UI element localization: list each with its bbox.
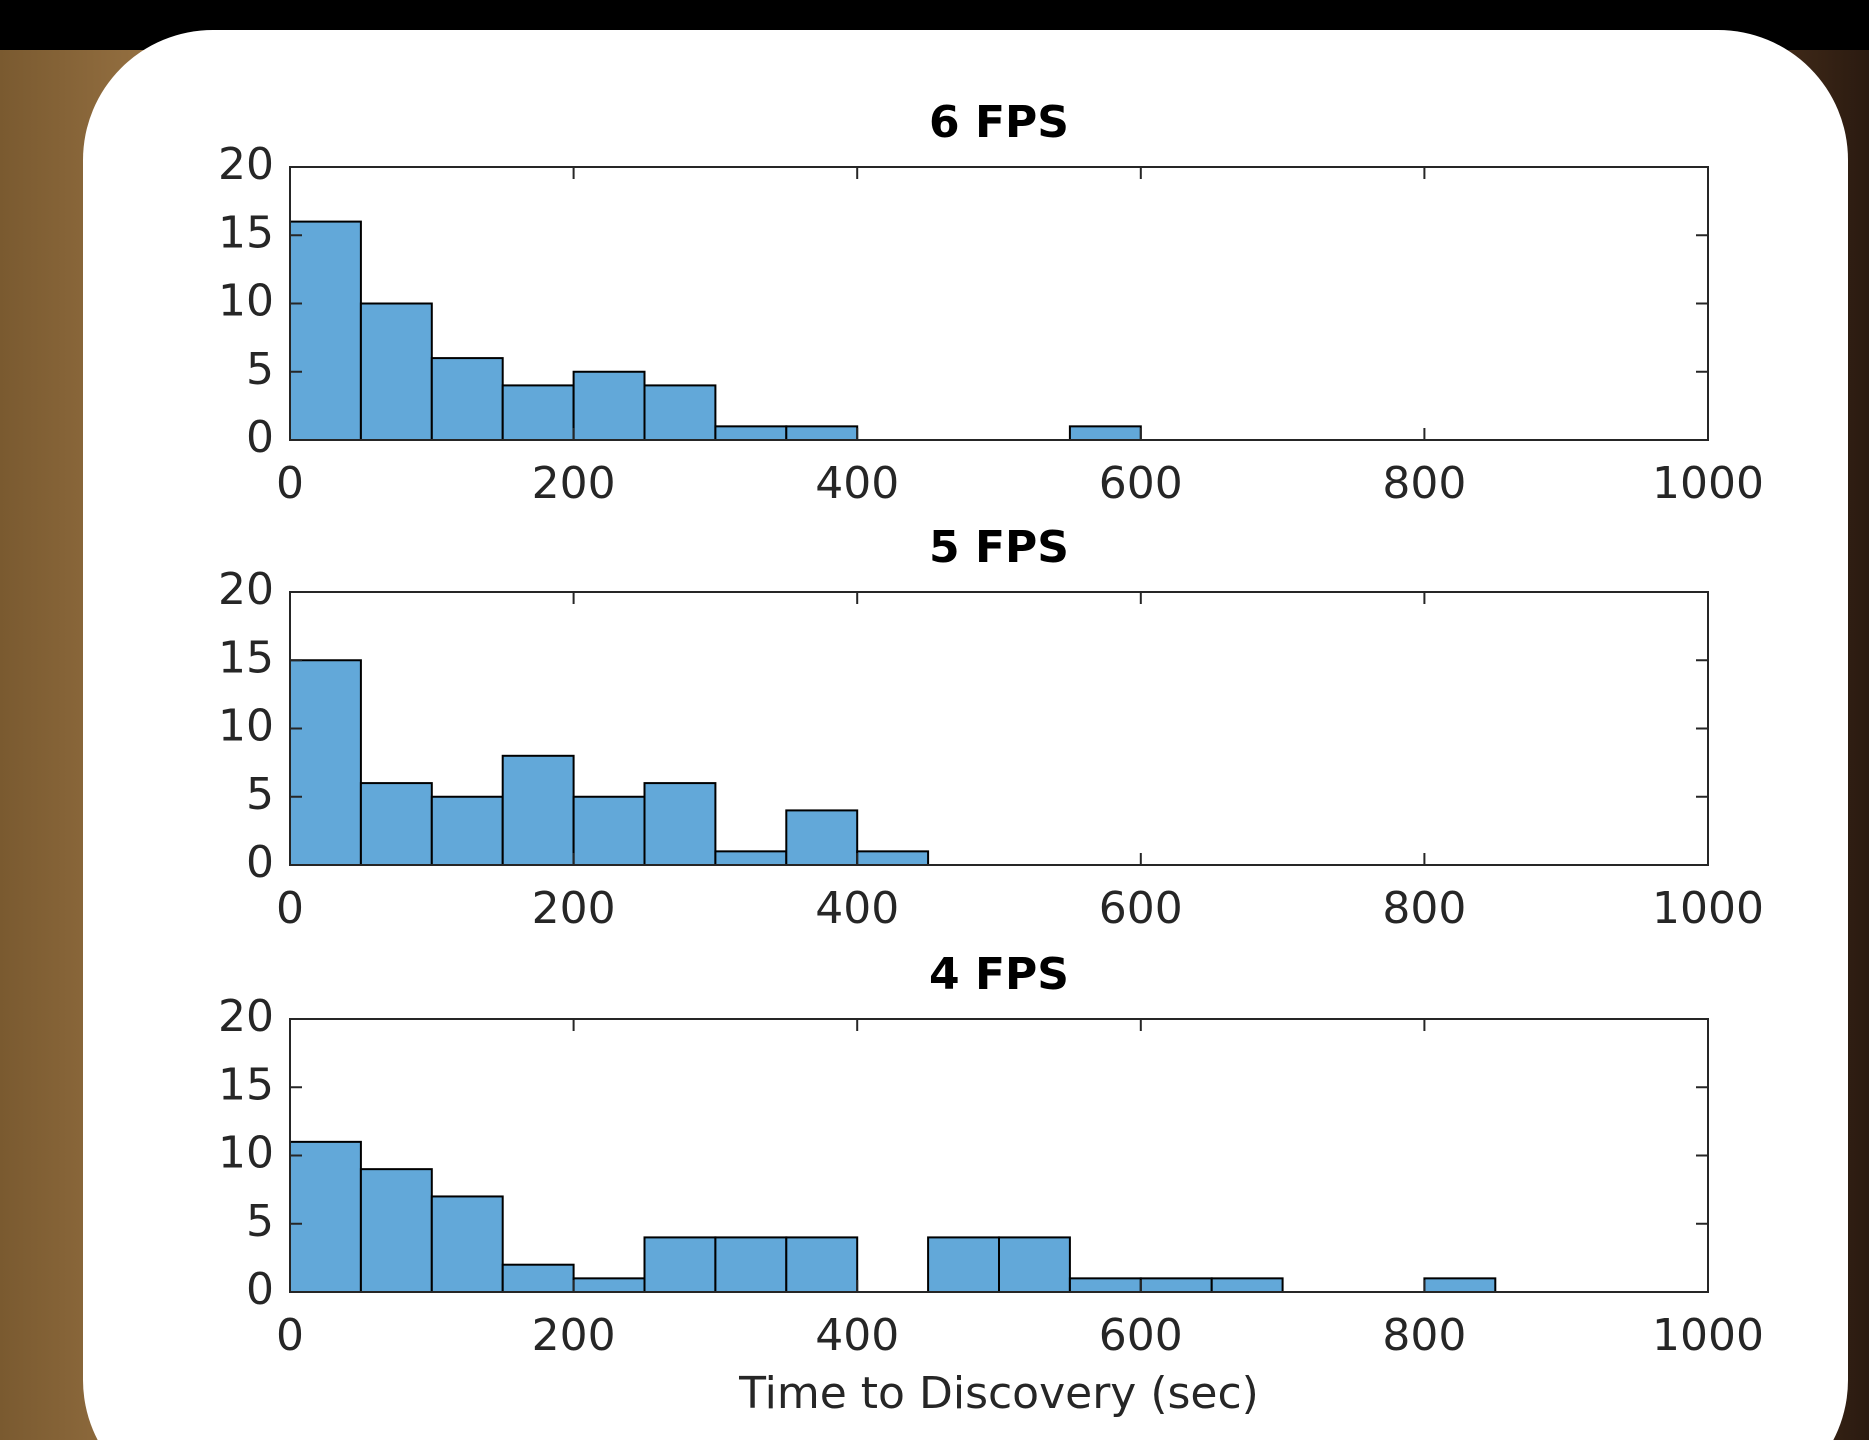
- bar: [927, 1236, 1000, 1294]
- y-tick-label: 10: [218, 701, 274, 752]
- bar: [501, 1263, 575, 1293]
- bar: [785, 1236, 859, 1294]
- y-tick-label: 10: [218, 1128, 274, 1179]
- x-tick-label: 200: [532, 883, 616, 934]
- y-tick-label: 5: [246, 1196, 274, 1247]
- y-tick-label: 15: [218, 632, 274, 683]
- bar: [1068, 425, 1142, 442]
- bar: [1139, 1277, 1213, 1293]
- bar: [430, 357, 504, 442]
- bar: [359, 782, 433, 866]
- bar: [359, 302, 433, 441]
- x-tick-label: 400: [815, 458, 899, 509]
- bar: [1068, 1277, 1142, 1293]
- bar: [289, 220, 362, 441]
- bar: [359, 1168, 433, 1294]
- x-tick-label: 0: [276, 458, 304, 509]
- x-tick-label: 600: [1099, 1310, 1183, 1361]
- bar: [856, 850, 930, 866]
- y-tick-label: 0: [246, 1264, 274, 1315]
- x-tick-label: 600: [1099, 883, 1183, 934]
- x-tick-label: 600: [1099, 458, 1183, 509]
- y-tick-label: 20: [218, 139, 274, 190]
- bar: [998, 1236, 1071, 1294]
- chart-title: 6 FPS: [929, 97, 1069, 148]
- bar: [430, 1195, 504, 1293]
- y-tick-label: 20: [218, 991, 274, 1042]
- y-tick-label: 5: [246, 344, 274, 395]
- x-tick-label: 1000: [1652, 1310, 1764, 1361]
- y-tick-label: 15: [218, 1059, 274, 1110]
- bar: [714, 850, 788, 866]
- bar: [643, 782, 717, 866]
- y-tick-label: 0: [246, 412, 274, 463]
- bar: [501, 754, 575, 866]
- bar: [714, 425, 788, 442]
- x-tick-label: 0: [276, 883, 304, 934]
- x-tick-label: 1000: [1652, 883, 1764, 934]
- bar: [714, 1236, 788, 1294]
- bar: [572, 370, 646, 441]
- y-tick-label: 20: [218, 564, 274, 615]
- x-tick-label: 800: [1382, 883, 1466, 934]
- y-tick-label: 5: [246, 769, 274, 820]
- bar: [643, 1236, 717, 1294]
- bar: [289, 659, 362, 866]
- x-tick-label: 200: [532, 1310, 616, 1361]
- bar: [643, 384, 717, 441]
- x-tick-label: 400: [815, 883, 899, 934]
- bar: [1210, 1277, 1284, 1293]
- bar: [501, 384, 575, 441]
- bar: [785, 809, 859, 867]
- bar: [572, 795, 646, 866]
- x-tick-label: 800: [1382, 458, 1466, 509]
- bar: [289, 1140, 362, 1293]
- chart-title: 5 FPS: [929, 522, 1069, 573]
- x-tick-label: 200: [532, 458, 616, 509]
- bar: [785, 425, 859, 442]
- x-tick-label: 400: [815, 1310, 899, 1361]
- x-tick-label: 800: [1382, 1310, 1466, 1361]
- bar: [572, 1277, 646, 1293]
- chart-title: 4 FPS: [929, 949, 1069, 1000]
- y-tick-label: 10: [218, 276, 274, 327]
- bar: [1423, 1277, 1497, 1293]
- y-tick-label: 15: [218, 207, 274, 258]
- x-axis-label: Time to Discovery (sec): [738, 1368, 1259, 1419]
- x-tick-label: 0: [276, 1310, 304, 1361]
- y-tick-label: 0: [246, 837, 274, 888]
- bar: [430, 795, 504, 866]
- x-tick-label: 1000: [1652, 458, 1764, 509]
